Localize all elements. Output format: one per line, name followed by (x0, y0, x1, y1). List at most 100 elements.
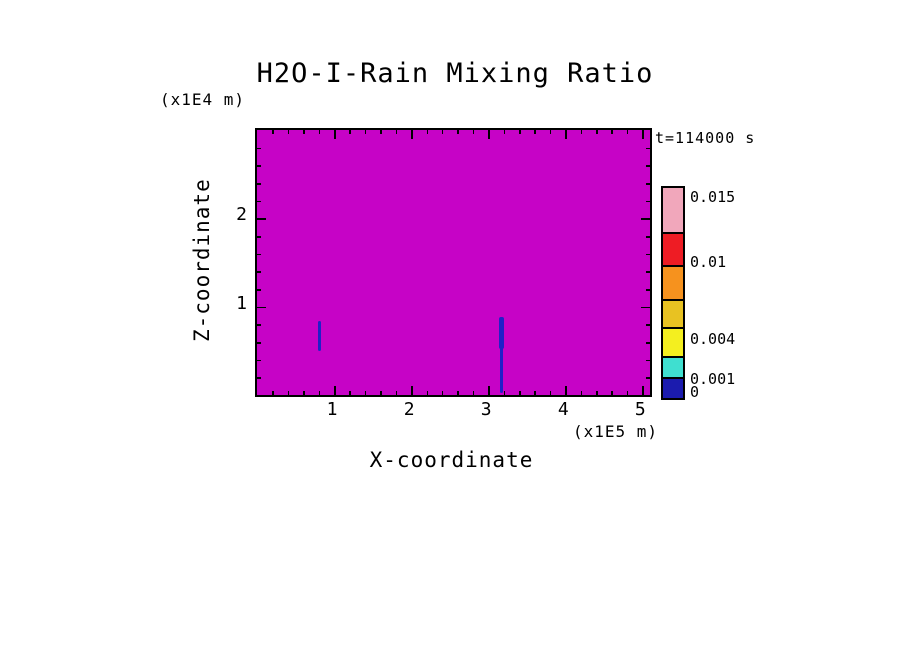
tick-mark (457, 391, 459, 395)
tick-mark (257, 359, 261, 362)
tick-mark (411, 386, 413, 395)
tick-mark (646, 200, 650, 203)
y-tick-label: 2 (236, 204, 247, 226)
tick-mark (364, 391, 367, 395)
rain-streak-right-core (498, 317, 504, 350)
colorbar-segment-cyan (663, 355, 683, 377)
tick-mark (303, 130, 305, 134)
tick-mark (257, 147, 261, 150)
rain-streak-right-tail (499, 347, 503, 394)
tick-mark (395, 391, 398, 395)
colorbar-tick-label: 0.01 (690, 252, 727, 271)
tick-mark (519, 130, 521, 134)
tick-mark (580, 130, 583, 134)
colorbar-labels: 0.015 0.01 0.004 0.001 0 (690, 186, 754, 401)
tick-mark (646, 359, 650, 362)
x-tick-label: 1 (326, 399, 338, 420)
tick-mark (318, 130, 321, 134)
colorbar-segment-gold (663, 299, 683, 327)
tick-mark (257, 324, 261, 326)
tick-mark (380, 130, 382, 134)
x-axis-unit: (x1E5 m) (572, 422, 658, 441)
plot-area (255, 128, 652, 397)
tick-mark (257, 377, 261, 379)
tick-mark (257, 289, 261, 291)
tick-mark (641, 218, 650, 220)
colorbar (661, 186, 685, 400)
tick-mark (565, 130, 567, 139)
tick-mark (549, 391, 552, 395)
tick-mark (441, 391, 444, 395)
x-tick-label: 3 (480, 399, 492, 420)
tick-mark (503, 391, 506, 395)
tick-mark (349, 130, 351, 134)
tick-mark (646, 183, 650, 185)
x-tick-label: 5 (634, 399, 646, 420)
tick-mark (646, 236, 650, 238)
tick-mark (257, 306, 266, 309)
tick-mark (646, 147, 650, 150)
y-axis-title: Z-coordinate (190, 178, 214, 343)
colorbar-segment-blue (663, 376, 683, 398)
tick-mark (626, 130, 629, 134)
tick-mark (565, 386, 567, 395)
tick-mark (488, 386, 490, 395)
tick-mark (642, 130, 644, 139)
colorbar-tick-label: 0.001 (690, 370, 736, 389)
tick-mark (395, 130, 398, 134)
tick-mark (596, 130, 598, 134)
rain-streak-left (317, 320, 321, 351)
tick-mark (318, 391, 321, 395)
tick-mark (257, 236, 261, 238)
tick-mark (534, 391, 536, 395)
time-annotation: t=114000 s (655, 129, 756, 147)
tick-mark (349, 391, 351, 395)
tick-mark (257, 218, 266, 220)
tick-mark (303, 391, 305, 395)
x-tick-labels: 1 2 3 4 5 (255, 399, 648, 423)
tick-mark (272, 391, 274, 395)
chart-title: H2O-I-Rain Mixing Ratio (256, 58, 654, 89)
tick-mark (646, 165, 650, 167)
tick-mark (287, 130, 290, 134)
tick-mark (334, 130, 336, 139)
tick-mark (334, 386, 336, 395)
colorbar-tick-label: 0.015 (690, 187, 736, 206)
tick-mark (472, 130, 475, 134)
x-tick-label: 4 (557, 399, 569, 420)
tick-mark (549, 130, 552, 134)
tick-mark (503, 130, 506, 134)
tick-mark (646, 271, 650, 273)
tick-mark (257, 165, 261, 167)
tick-mark (646, 377, 650, 379)
y-tick-label: 1 (236, 292, 247, 314)
tick-mark (257, 253, 261, 256)
colorbar-tick-label: 0.004 (690, 330, 736, 349)
colorbar-segment-pink (663, 188, 683, 233)
tick-mark (519, 391, 521, 395)
colorbar-segment-yellow (663, 327, 683, 356)
y-axis-unit: (x1E4 m) (160, 90, 246, 109)
tick-mark (646, 289, 650, 291)
tick-mark (626, 391, 629, 395)
tick-mark (646, 324, 650, 326)
tick-mark (472, 391, 475, 395)
tick-mark (257, 200, 261, 203)
tick-mark (488, 130, 490, 139)
x-tick-label: 2 (403, 399, 415, 420)
tick-mark (257, 271, 261, 273)
tick-mark (611, 130, 613, 134)
colorbar-segment-orange (663, 265, 683, 300)
tick-mark (642, 386, 644, 395)
tick-mark (611, 391, 613, 395)
x-axis-title: X-coordinate (369, 448, 534, 472)
tick-mark (646, 342, 650, 344)
tick-mark (287, 391, 290, 395)
tick-mark (646, 253, 650, 256)
tick-mark (364, 130, 367, 134)
tick-mark (457, 130, 459, 134)
tick-mark (257, 342, 261, 344)
tick-mark (534, 130, 536, 134)
